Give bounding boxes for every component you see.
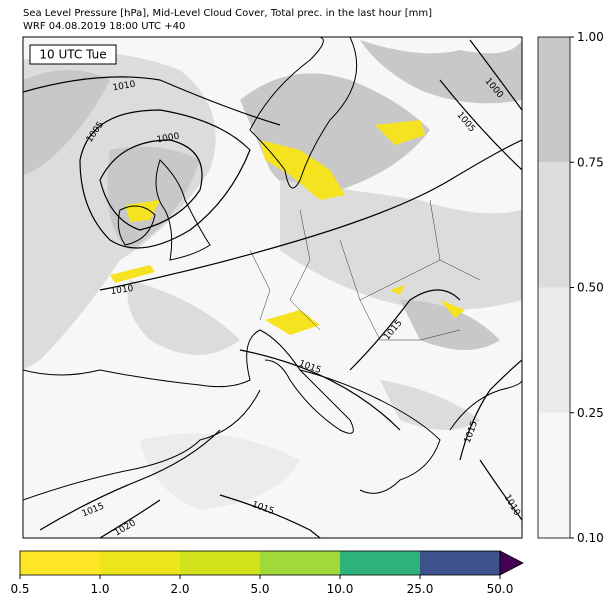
precip-colorbar-band	[20, 551, 100, 575]
precip-colorbar-band	[100, 551, 180, 575]
cloud-colorbar-band	[538, 37, 570, 163]
cloud-colorbar-label: 0.10	[577, 531, 604, 545]
contour-label: 1010	[110, 284, 134, 297]
contour-label: 1010	[112, 80, 137, 94]
precip-colorbar-band	[340, 551, 420, 575]
cloud-colorbar-label: 0.50	[577, 281, 604, 295]
precip-colorbar-extend	[499, 550, 524, 576]
cloud-colorbar-label: 0.75	[577, 155, 604, 169]
cloud-colorbar-label: 1.00	[577, 30, 604, 44]
precip-colorbar-label: 25.0	[407, 582, 434, 596]
subtitle: WRF 04.08.2019 18:00 UTC +40	[23, 21, 185, 32]
precip-colorbar-label: 5.0	[250, 582, 269, 596]
cloud-colorbar-label: 0.25	[577, 406, 604, 420]
cloud-colorbar-band	[538, 412, 570, 538]
cloud-colorbar-band	[538, 287, 570, 413]
contour-label: 1000	[156, 132, 181, 146]
precip-colorbar-band	[260, 551, 340, 575]
precip-colorbar-label: 0.5	[10, 582, 29, 596]
precip-colorbar-label: 1.0	[90, 582, 109, 596]
precip-colorbar-label: 10.0	[327, 582, 354, 596]
precip-colorbar-band	[180, 551, 260, 575]
cloud-colorbar-band	[538, 162, 570, 288]
precip-colorbar-label: 2.0	[170, 582, 189, 596]
precip-colorbar-band	[420, 551, 500, 575]
title: Sea Level Pressure [hPa], Mid-Level Clou…	[23, 8, 432, 19]
time-label: 10 UTC Tue	[39, 48, 106, 62]
precip-colorbar-label: 50.0	[487, 582, 514, 596]
map: 10 UTC Tue 1010 1005 1000 1000 1005 1010…	[22, 36, 523, 539]
